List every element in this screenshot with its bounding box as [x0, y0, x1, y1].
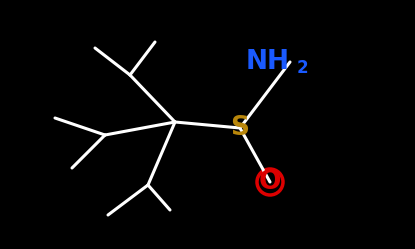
Text: 2: 2 — [296, 59, 308, 77]
Text: NH: NH — [246, 49, 290, 75]
Text: O: O — [259, 169, 281, 195]
Text: S: S — [230, 115, 249, 141]
